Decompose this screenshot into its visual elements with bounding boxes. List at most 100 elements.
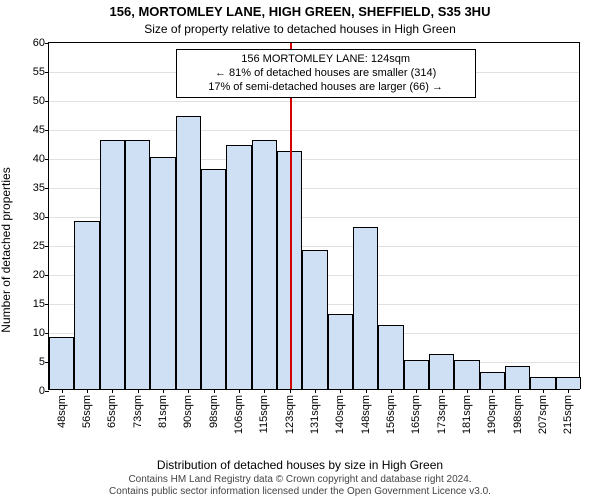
xtick-mark: [163, 389, 164, 393]
histogram-bar: [353, 227, 378, 389]
ytick-label: 0: [39, 385, 45, 397]
histogram-bar: [556, 377, 581, 389]
xtick-label: 207sqm: [537, 395, 549, 434]
xtick-mark: [416, 389, 417, 393]
ytick-mark: [45, 72, 49, 73]
annotation-line: 156 MORTOMLEY LANE: 124sqm: [183, 53, 469, 67]
histogram-bar: [150, 157, 175, 389]
histogram-bar: [378, 325, 403, 389]
xtick-mark: [340, 389, 341, 393]
ytick-label: 60: [33, 37, 45, 49]
ytick-mark: [45, 333, 49, 334]
annotation-line: 17% of semi-detached houses are larger (…: [183, 81, 469, 95]
annotation-line: ← 81% of detached houses are smaller (31…: [183, 67, 469, 81]
histogram-bar: [404, 360, 429, 389]
ytick-label: 30: [33, 211, 45, 223]
ytick-label: 25: [33, 240, 45, 252]
histogram-chart: 156, MORTOMLEY LANE, HIGH GREEN, SHEFFIE…: [0, 0, 600, 500]
gridline: [49, 130, 579, 131]
histogram-bar: [74, 221, 99, 389]
plot-area: 05101520253035404550556048sqm56sqm65sqm7…: [48, 42, 580, 390]
histogram-bar: [252, 140, 277, 389]
histogram-bar: [49, 337, 74, 389]
xtick-mark: [315, 389, 316, 393]
xtick-mark: [264, 389, 265, 393]
ytick-mark: [45, 130, 49, 131]
xtick-label: 81sqm: [157, 395, 169, 428]
xtick-label: 148sqm: [360, 395, 372, 434]
xtick-mark: [188, 389, 189, 393]
ytick-label: 20: [33, 269, 45, 281]
ytick-label: 50: [33, 95, 45, 107]
xtick-mark: [391, 389, 392, 393]
xtick-label: 173sqm: [436, 395, 448, 434]
xtick-mark: [290, 389, 291, 393]
histogram-bar: [429, 354, 454, 389]
ytick-mark: [45, 43, 49, 44]
y-axis-label: Number of detached properties: [0, 167, 13, 332]
xtick-mark: [568, 389, 569, 393]
chart-subtitle: Size of property relative to detached ho…: [0, 22, 600, 36]
ytick-mark: [45, 391, 49, 392]
ytick-mark: [45, 101, 49, 102]
xtick-label: 123sqm: [284, 395, 296, 434]
histogram-bar: [176, 116, 201, 389]
xtick-label: 65sqm: [106, 395, 118, 428]
histogram-bar: [100, 140, 125, 389]
ytick-label: 40: [33, 153, 45, 165]
xtick-label: 98sqm: [208, 395, 220, 428]
histogram-bar: [480, 372, 505, 389]
xtick-mark: [492, 389, 493, 393]
x-axis-label: Distribution of detached houses by size …: [0, 458, 600, 472]
ytick-mark: [45, 304, 49, 305]
xtick-label: 106sqm: [233, 395, 245, 434]
histogram-bar: [302, 250, 327, 389]
annotation-box: 156 MORTOMLEY LANE: 124sqm← 81% of detac…: [176, 49, 476, 98]
ytick-label: 55: [33, 66, 45, 78]
xtick-mark: [442, 389, 443, 393]
ytick-mark: [45, 275, 49, 276]
ytick-label: 15: [33, 298, 45, 310]
ytick-label: 5: [39, 356, 45, 368]
xtick-label: 181sqm: [461, 395, 473, 434]
xtick-mark: [518, 389, 519, 393]
xtick-label: 115sqm: [258, 395, 270, 433]
xtick-mark: [214, 389, 215, 393]
attribution-text: Contains HM Land Registry data © Crown c…: [0, 474, 600, 498]
ytick-mark: [45, 188, 49, 189]
ytick-label: 45: [33, 124, 45, 136]
xtick-label: 90sqm: [182, 395, 194, 428]
histogram-bar: [530, 377, 555, 389]
xtick-label: 215sqm: [562, 395, 574, 434]
xtick-label: 131sqm: [309, 395, 321, 434]
xtick-mark: [366, 389, 367, 393]
xtick-label: 165sqm: [410, 395, 422, 434]
xtick-mark: [138, 389, 139, 393]
histogram-bar: [201, 169, 226, 389]
chart-title: 156, MORTOMLEY LANE, HIGH GREEN, SHEFFIE…: [0, 4, 600, 19]
xtick-mark: [112, 389, 113, 393]
xtick-label: 73sqm: [132, 395, 144, 428]
xtick-mark: [87, 389, 88, 393]
xtick-mark: [62, 389, 63, 393]
xtick-label: 56sqm: [81, 395, 93, 428]
gridline: [49, 101, 579, 102]
attribution-line-1: Contains HM Land Registry data © Crown c…: [0, 474, 600, 486]
xtick-mark: [467, 389, 468, 393]
attribution-line-2: Contains public sector information licen…: [0, 486, 600, 498]
xtick-label: 48sqm: [56, 395, 68, 428]
xtick-mark: [543, 389, 544, 393]
histogram-bar: [328, 314, 353, 389]
xtick-label: 156sqm: [385, 395, 397, 434]
xtick-label: 198sqm: [512, 395, 524, 434]
histogram-bar: [505, 366, 530, 389]
ytick-mark: [45, 159, 49, 160]
histogram-bar: [226, 145, 251, 389]
histogram-bar: [454, 360, 479, 389]
ytick-label: 35: [33, 182, 45, 194]
histogram-bar: [125, 140, 150, 389]
xtick-mark: [239, 389, 240, 393]
ytick-label: 10: [33, 327, 45, 339]
xtick-label: 190sqm: [486, 395, 498, 434]
xtick-label: 140sqm: [334, 395, 346, 434]
